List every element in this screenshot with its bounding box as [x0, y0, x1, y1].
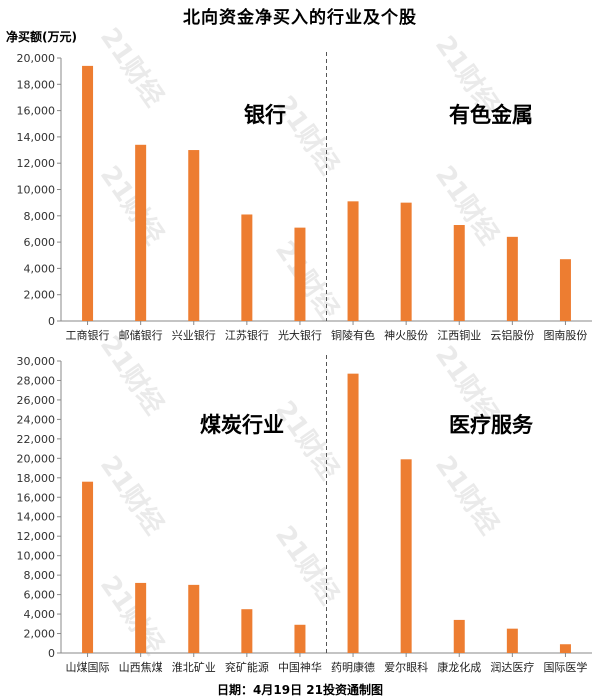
bar: [453, 619, 465, 653]
x-category-label: 爱尔眼科: [384, 660, 428, 674]
y-tick-label: 22,000: [17, 433, 56, 446]
y-tick-label: 20,000: [17, 52, 56, 65]
x-category-label: 铜陵有色: [331, 328, 375, 342]
y-tick-label: 12,000: [17, 157, 56, 170]
y-tick-label: 10,000: [17, 184, 56, 197]
y-tick-label: 4,000: [24, 262, 56, 275]
y-tick-label: 24,000: [17, 413, 56, 426]
y-tick-label: 8,000: [24, 569, 56, 582]
bar: [82, 481, 94, 653]
y-tick-label: 28,000: [17, 374, 56, 387]
y-tick-label: 14,000: [17, 131, 56, 144]
x-category-label: 光大银行: [278, 328, 322, 342]
y-tick-label: 14,000: [17, 511, 56, 524]
bar: [188, 584, 200, 653]
bar: [347, 201, 359, 321]
sector-label: 煤炭行业: [200, 413, 284, 437]
watermark-text: 21财经: [94, 160, 170, 250]
y-tick-label: 8,000: [24, 210, 56, 223]
y-tick-label: 4,000: [24, 608, 56, 621]
watermark-text: 21财经: [94, 330, 170, 420]
x-category-label: 山西焦煤: [119, 661, 163, 674]
watermark-text: 21财经: [429, 450, 505, 540]
y-tick-label: 18,000: [17, 78, 56, 91]
y-tick-label: 30,000: [17, 355, 56, 368]
watermark-text: 21财经: [429, 160, 505, 250]
bar: [135, 582, 147, 653]
bar: [188, 150, 200, 321]
x-category-label: 邮储银行: [119, 328, 163, 342]
x-category-label: 国际医学: [543, 660, 587, 674]
bar: [294, 624, 306, 653]
x-category-label: 康龙化成: [437, 660, 481, 674]
bar: [135, 144, 147, 321]
sector-label: 医疗服务: [449, 413, 534, 437]
bar: [400, 202, 412, 321]
y-tick-label: 12,000: [17, 530, 56, 543]
y-tick-label: 26,000: [17, 394, 56, 407]
y-tick-label: 6,000: [24, 589, 56, 602]
y-axis-unit-label: 净买额(万元): [6, 30, 77, 44]
bar: [506, 236, 518, 321]
y-tick-label: 18,000: [17, 472, 56, 485]
x-category-label: 云铝股份: [490, 328, 534, 342]
bar: [559, 259, 571, 321]
bar: [400, 459, 412, 653]
x-category-label: 神火股份: [384, 328, 428, 342]
x-category-label: 中国神华: [278, 660, 322, 674]
x-category-label: 润达医疗: [490, 660, 534, 674]
x-category-label: 江西铜业: [437, 328, 481, 342]
bar: [241, 214, 253, 321]
footer-caption: 日期：4月19日 21投资通制图: [217, 683, 383, 697]
x-category-label: 工商银行: [66, 328, 110, 342]
bar: [241, 609, 253, 653]
y-tick-label: 6,000: [24, 236, 56, 249]
y-tick-label: 0: [48, 647, 55, 660]
watermark-text: 21财经: [269, 235, 345, 325]
y-tick-label: 2,000: [24, 628, 56, 641]
x-category-label: 兖矿能源: [225, 660, 269, 674]
watermark-text: 21财经: [269, 520, 345, 610]
sector-label: 银行: [244, 103, 286, 127]
sector-label: 有色金属: [449, 103, 533, 127]
bar: [347, 373, 359, 653]
y-tick-label: 10,000: [17, 550, 56, 563]
watermark-text: 21财经: [94, 450, 170, 540]
watermark-text: 21财经: [94, 570, 170, 660]
watermark-text: 21财经: [94, 22, 170, 112]
bar: [559, 644, 571, 653]
y-tick-label: 20,000: [17, 452, 56, 465]
x-category-label: 图南股份: [543, 329, 587, 342]
x-category-label: 江苏银行: [225, 328, 269, 342]
bar: [294, 227, 306, 321]
y-tick-label: 16,000: [17, 491, 56, 504]
x-category-label: 药明康德: [331, 660, 375, 674]
bar: [82, 65, 94, 321]
chart-title: 北向资金净买入的行业及个股: [183, 8, 417, 28]
bar: [453, 225, 465, 321]
y-tick-label: 16,000: [17, 105, 56, 118]
x-category-label: 淮北矿业: [172, 661, 216, 674]
y-tick-label: 2,000: [24, 289, 56, 302]
x-category-label: 兴业银行: [172, 328, 216, 342]
watermark-text: 21财经: [269, 395, 345, 485]
y-tick-label: 0: [48, 315, 55, 328]
x-category-label: 山煤国际: [66, 661, 110, 674]
bar: [506, 628, 518, 653]
